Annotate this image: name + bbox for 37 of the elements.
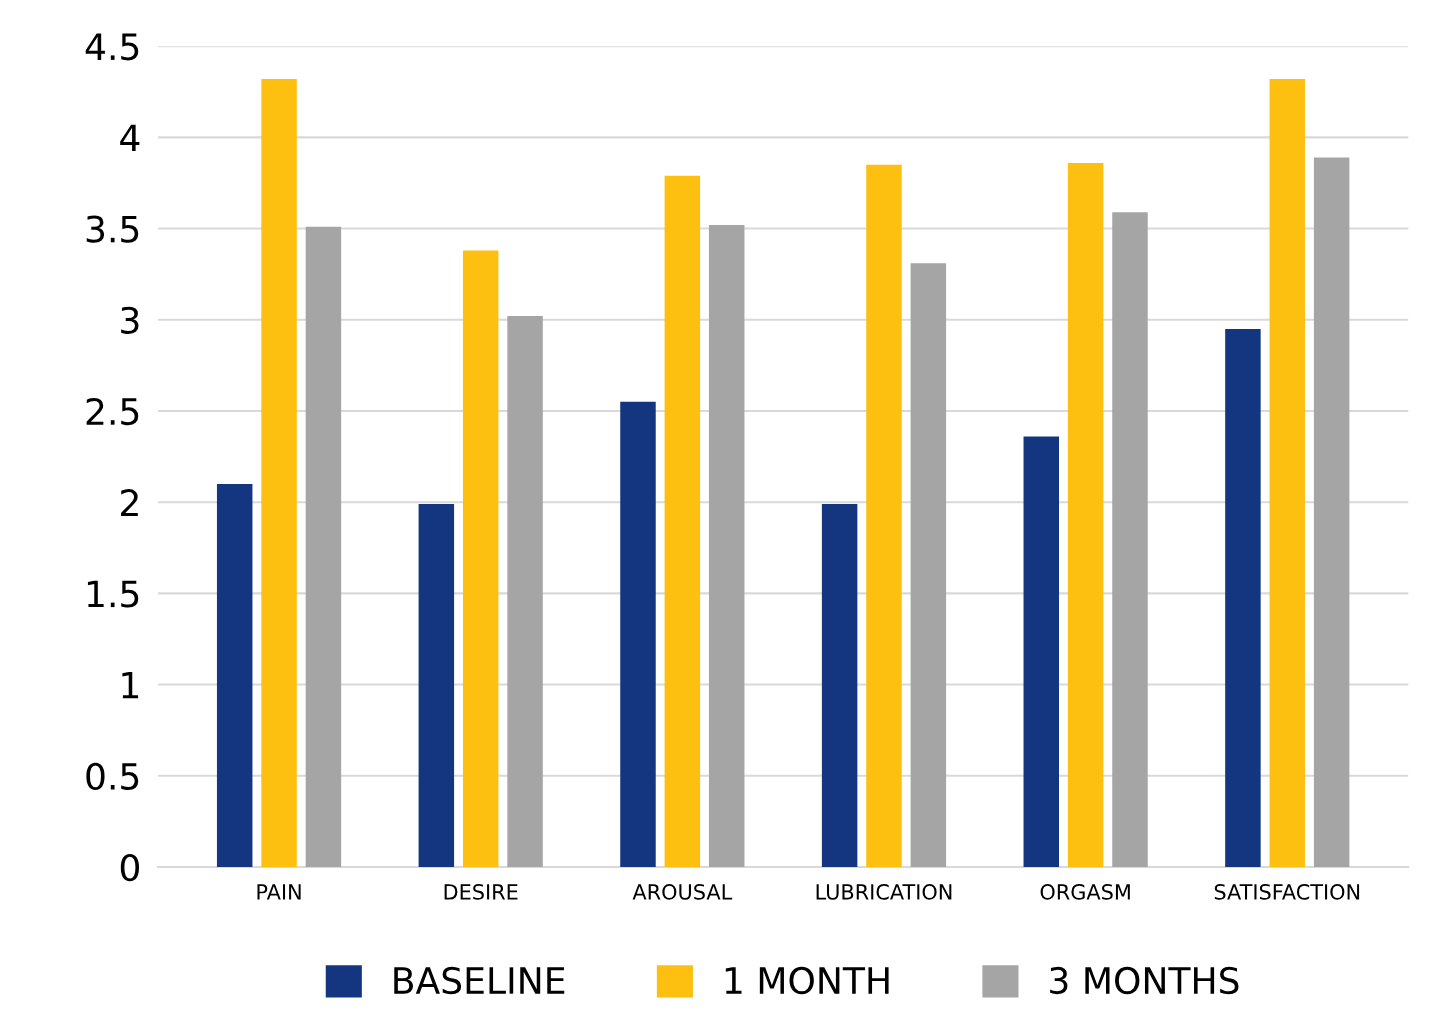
bar (620, 401, 656, 867)
y-tick-label: 0 (120, 853, 140, 882)
bar (216, 483, 253, 867)
legend-label: BASELINE (394, 966, 565, 995)
x-tick-label: DESIRE (444, 884, 518, 900)
y-tick-label: 0.5 (86, 762, 139, 790)
bar (1225, 328, 1261, 867)
y-tick-label: 2.5 (86, 397, 139, 426)
y-tick-label: 4.5 (85, 33, 139, 61)
bar (664, 175, 701, 867)
x-tick-label: ORGASM (1040, 884, 1130, 900)
y-tick-label: 3.5 (86, 215, 139, 243)
bar (305, 226, 342, 867)
bar (1269, 79, 1306, 867)
bar (708, 224, 745, 867)
y-tick-label: 3 (121, 306, 139, 334)
y-tick-label: 4 (120, 124, 140, 152)
legend-label: 1 MONTH (725, 966, 889, 995)
bar (1023, 436, 1060, 867)
bar (1112, 212, 1148, 867)
bar (1067, 162, 1104, 867)
x-tick-label: SATISFACTION (1214, 884, 1360, 900)
x-tick-label: AROUSAL (632, 884, 733, 900)
bar (910, 263, 947, 867)
bar (418, 503, 455, 867)
y-tick-label: 1.5 (87, 580, 139, 608)
bar (261, 79, 297, 867)
bar (462, 250, 499, 867)
x-tick-label: PAIN (257, 884, 301, 900)
y-tick-label: 2 (121, 489, 138, 516)
legend-label: 3 MONTHS (1050, 966, 1239, 995)
bar (866, 164, 902, 867)
y-tick-label: 1 (122, 671, 139, 699)
bar (821, 503, 858, 867)
x-tick-label: LUBRICATION (816, 884, 952, 900)
bar (507, 316, 543, 867)
bar (1313, 157, 1350, 867)
